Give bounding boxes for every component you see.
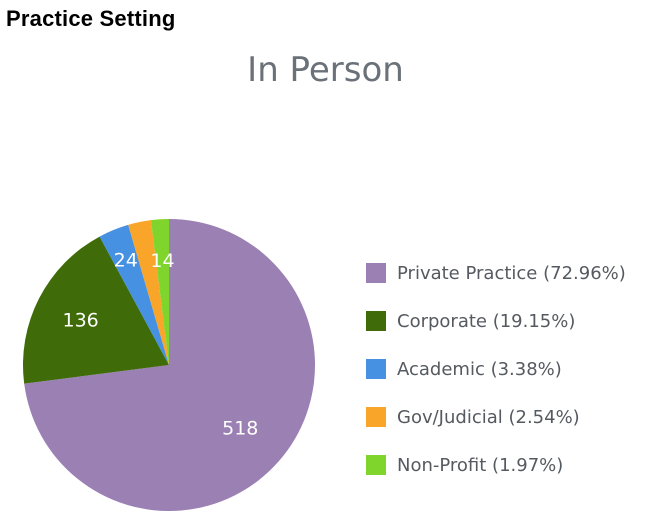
section-heading: Practice Setting (6, 6, 176, 31)
legend-item-academic[interactable]: Academic (3.38%) (366, 345, 626, 393)
legend-label: Academic (3.38%) (397, 358, 562, 380)
pie-slice-gov-judicial[interactable] (128, 220, 169, 365)
legend-swatch (366, 311, 386, 331)
data-label-non-profit: 14 (150, 250, 174, 272)
legend-item-non-profit[interactable]: Non-Profit (1.97%) (366, 441, 626, 489)
legend-label: Gov/Judicial (2.54%) (397, 406, 580, 428)
legend-item-gov-judicial[interactable]: Gov/Judicial (2.54%) (366, 393, 626, 441)
pie-slice-non-profit[interactable] (150, 219, 169, 365)
chart-legend: Private Practice (72.96%) Corporate (19.1… (366, 249, 626, 489)
data-label-academic: 24 (114, 250, 138, 272)
data-label-private-practice: 518 (222, 418, 258, 440)
pie-slice-corporate[interactable] (23, 236, 170, 384)
legend-label: Private Practice (72.96%) (397, 262, 626, 284)
data-label-corporate: 136 (63, 310, 99, 332)
legend-label: Non-Profit (1.97%) (397, 454, 564, 476)
legend-swatch (366, 263, 386, 283)
chart-title: In Person (247, 50, 404, 90)
legend-swatch (366, 407, 386, 427)
legend-item-private-practice[interactable]: Private Practice (72.96%) (366, 249, 626, 297)
legend-item-corporate[interactable]: Corporate (19.15%) (366, 297, 626, 345)
legend-label: Corporate (19.15%) (397, 310, 576, 332)
legend-swatch (366, 359, 386, 379)
legend-swatch (366, 455, 386, 475)
pie-slice-academic[interactable] (99, 224, 169, 365)
pie-slice-private-practice[interactable] (24, 219, 315, 511)
